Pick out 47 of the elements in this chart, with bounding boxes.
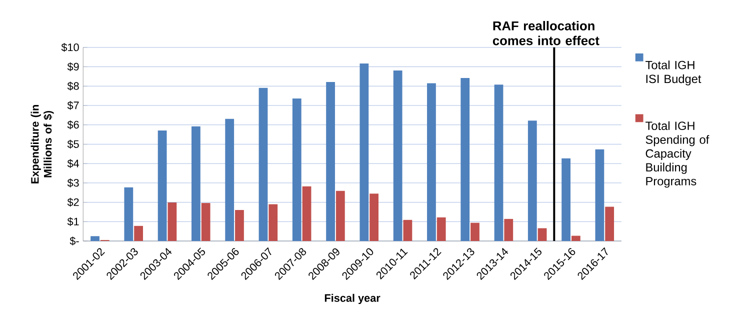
- bar: [201, 203, 210, 242]
- bar: [538, 228, 547, 242]
- bar: [595, 149, 604, 242]
- y-tick-label: $3: [67, 178, 79, 188]
- bar: [168, 202, 177, 242]
- y-tick-label: $8: [67, 82, 79, 91]
- y-tick-label: $4: [67, 159, 79, 168]
- legend-label: Total IGH ISI Budget: [646, 60, 702, 86]
- bar: [470, 222, 480, 242]
- y-tick-label: $7: [67, 101, 79, 110]
- y-tick-label: $10: [61, 43, 79, 52]
- y-tick-label: $6: [67, 120, 79, 130]
- bar: [571, 236, 580, 242]
- bar: [235, 210, 244, 242]
- bar: [605, 206, 614, 242]
- x-axis-title: Fiscal year: [324, 294, 380, 304]
- y-tick-label: $-: [70, 236, 79, 246]
- legend-label: Total IGH Spending of Capacity Building Programs: [646, 121, 710, 188]
- ref-line-label: RAF reallocation comes into effect: [492, 20, 600, 46]
- bar: [393, 70, 402, 242]
- bar: [528, 120, 537, 242]
- bar: [504, 218, 514, 242]
- bar: [403, 220, 412, 242]
- bar: [427, 83, 436, 242]
- bar: [326, 82, 335, 242]
- bar: [124, 187, 134, 242]
- bar: [562, 158, 570, 242]
- bar: [258, 88, 268, 242]
- y-tick-label: $9: [67, 62, 79, 72]
- bar: [292, 98, 302, 242]
- bar: [134, 226, 143, 242]
- bar: [90, 236, 100, 242]
- bar: [302, 186, 312, 242]
- bar: [225, 118, 234, 242]
- bar: [370, 194, 378, 242]
- bar: [460, 78, 470, 242]
- y-tick-label: $1: [67, 217, 79, 226]
- y-axis-title: Expenditure (in Millions of $): [30, 105, 54, 184]
- bar: [268, 204, 278, 242]
- bar: [158, 130, 167, 242]
- bar: [360, 63, 369, 242]
- bar: [192, 126, 200, 242]
- bar: [494, 84, 504, 242]
- bar: [436, 217, 446, 242]
- bar: [336, 190, 345, 242]
- y-tick-label: $5: [67, 140, 79, 149]
- y-tick-label: $2: [67, 198, 79, 207]
